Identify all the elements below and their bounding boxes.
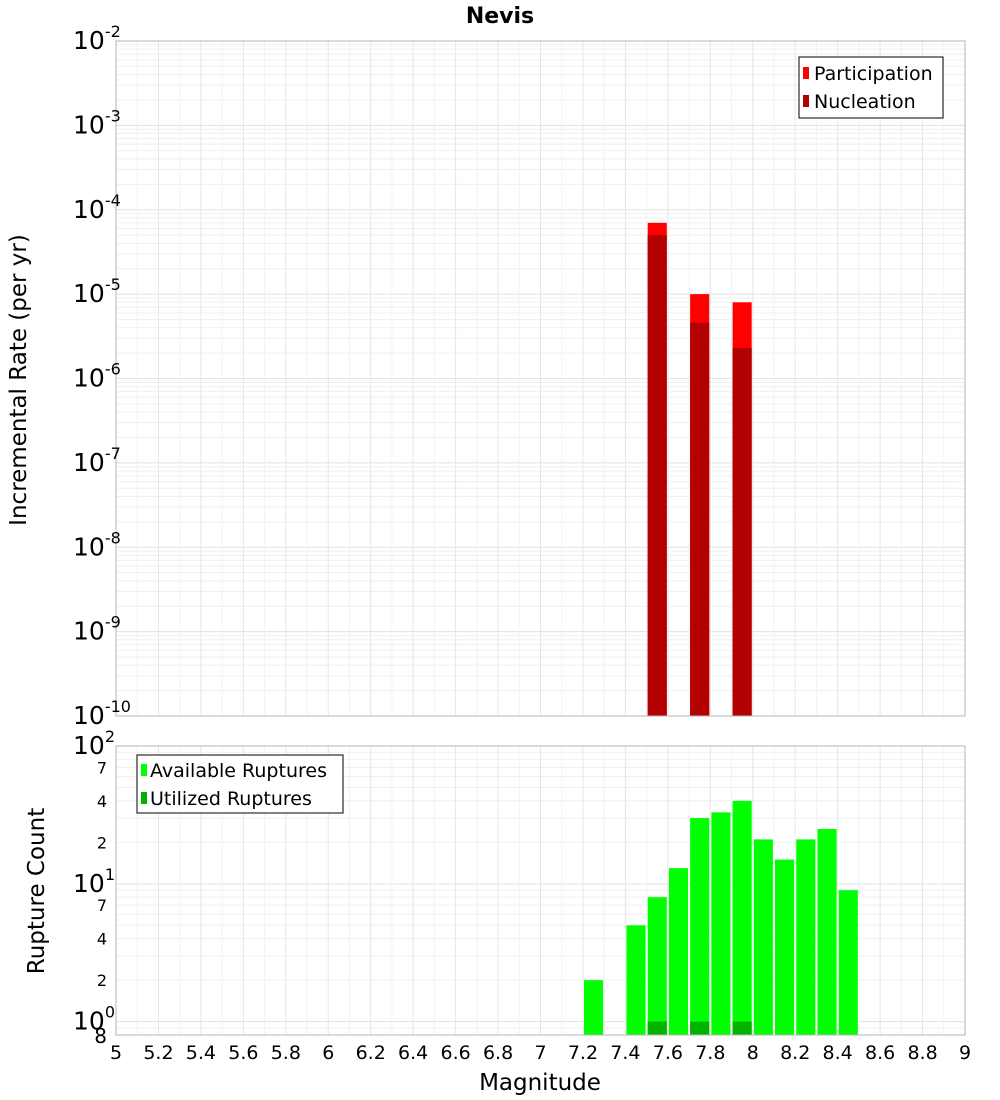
bottom-y-tick-label: 101	[73, 865, 115, 898]
x-tick-label: 7.6	[653, 1042, 683, 1064]
incremental-rate-panel: 10-2 10-3 10-4 10-5 10-6 10-7 10-8 10-9 10-10 In…	[6, 22, 966, 730]
x-tick-labels: 5 5.2 5.4 5.6 5.8 6 6.2 6.4 6.6 6.8 7 7.2 7.4 7.6 7.8 8…	[110, 1042, 971, 1064]
top-y-tick-label: 10-10	[73, 697, 131, 730]
nucleation-bar	[690, 322, 710, 716]
available-ruptures-bar	[732, 800, 752, 1035]
legend-swatch-participation	[803, 67, 809, 79]
legend-label-nucleation: Nucleation	[814, 91, 916, 113]
x-tick-label: 8.8	[907, 1042, 937, 1064]
top-y-axis-label: Incremental Rate (per yr)	[6, 234, 32, 526]
x-tick-label: 8.2	[780, 1042, 810, 1064]
available-ruptures-bar	[775, 859, 795, 1035]
top-y-tick-labels: 10-2 10-3 10-4 10-5 10-6 10-7 10-8 10-9 10-10	[73, 22, 131, 730]
top-y-tick-label: 10-9	[73, 613, 121, 646]
x-tick-label: 8	[747, 1042, 759, 1064]
top-y-tick-label: 10-5	[73, 275, 121, 308]
top-bars	[647, 222, 752, 716]
bottom-y-tick-label: 102	[73, 727, 115, 760]
bottom-y-minor-tick-label: 2	[97, 833, 107, 852]
bottom-legend-box	[136, 754, 344, 814]
top-y-tick-label: 10-2	[73, 22, 121, 55]
available-ruptures-bar	[584, 980, 604, 1035]
bottom-y-minor-tick-label: 4	[97, 930, 107, 949]
legend-label-available: Available Ruptures	[150, 760, 327, 782]
available-ruptures-bar	[838, 890, 858, 1035]
x-tick-label: 7.4	[610, 1042, 640, 1064]
available-ruptures-bar	[668, 868, 689, 1035]
x-tick-label: 5.2	[143, 1042, 173, 1064]
top-legend: Participation Nucleation	[798, 56, 944, 119]
top-y-tick-label: 10-4	[73, 191, 121, 224]
utilized-ruptures-bar	[690, 1021, 710, 1035]
x-tick-label: 8.4	[823, 1042, 853, 1064]
x-tick-label: 8.6	[865, 1042, 895, 1064]
top-y-tick-label: 10-3	[73, 106, 121, 139]
bottom-y-minor-tick-label: 4	[97, 792, 107, 811]
available-ruptures-bar	[753, 839, 773, 1035]
bottom-y-minor-tick-label: 7	[97, 896, 107, 915]
legend-label-utilized: Utilized Ruptures	[150, 788, 312, 810]
x-axis-label: Magnitude	[479, 1070, 601, 1096]
bottom-y-minor-tick-label: 8	[94, 1024, 107, 1048]
bottom-y-axis-label: Rupture Count	[24, 808, 50, 974]
top-legend-box	[798, 56, 944, 119]
legend-label-participation: Participation	[814, 63, 933, 85]
nucleation-bar	[732, 347, 752, 716]
top-grid	[115, 41, 966, 717]
legend-swatch-nucleation	[803, 95, 809, 107]
available-ruptures-bar	[817, 828, 837, 1035]
bottom-plot-border	[115, 745, 966, 1036]
top-y-tick-label: 10-6	[73, 360, 121, 393]
x-tick-label: 6	[322, 1042, 334, 1064]
x-tick-label: 5.6	[228, 1042, 258, 1064]
top-y-tick-label: 10-8	[73, 528, 121, 561]
x-tick-label: 7	[534, 1042, 546, 1064]
x-tick-label: 5.8	[271, 1042, 301, 1064]
x-tick-label: 7.2	[568, 1042, 598, 1064]
x-tick-label: 5	[110, 1042, 122, 1064]
bottom-bars	[584, 800, 858, 1035]
bottom-y-minor-tick-label: 7	[97, 758, 107, 777]
x-tick-label: 6.2	[356, 1042, 386, 1064]
available-ruptures-bar	[690, 818, 710, 1035]
legend-swatch-utilized	[141, 792, 147, 804]
x-tick-label: 6.4	[398, 1042, 428, 1064]
x-tick-label: 7.8	[695, 1042, 725, 1064]
available-ruptures-bar	[796, 839, 816, 1035]
available-ruptures-bar	[711, 812, 731, 1035]
nucleation-bar	[647, 235, 667, 716]
utilized-ruptures-bar	[647, 1021, 667, 1035]
x-tick-label: 9	[959, 1042, 971, 1064]
legend-swatch-available	[141, 764, 147, 776]
x-tick-label: 5.4	[186, 1042, 216, 1064]
bottom-y-minor-tick-label: 2	[97, 971, 107, 990]
chart-title: Nevis	[466, 4, 534, 29]
x-tick-label: 6.6	[440, 1042, 470, 1064]
top-y-tick-label: 10-7	[73, 444, 121, 477]
utilized-ruptures-bar	[732, 1021, 752, 1035]
available-ruptures-bar	[626, 925, 646, 1035]
available-ruptures-bar	[647, 897, 667, 1035]
bottom-legend: Available Ruptures Utilized Ruptures	[136, 754, 344, 814]
x-tick-label: 6.8	[483, 1042, 513, 1064]
top-plot-border	[115, 40, 966, 717]
